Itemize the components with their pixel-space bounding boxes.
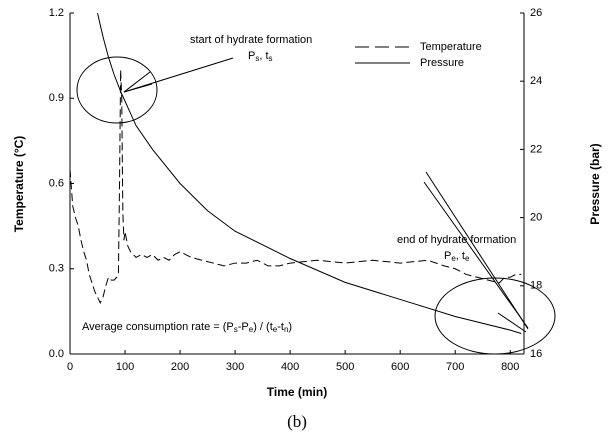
x-tick-label: 600 bbox=[391, 361, 409, 373]
annotation-part: e bbox=[451, 254, 456, 263]
y-axis-title: Temperature (°C) bbox=[12, 136, 26, 233]
x-tick-label: 400 bbox=[281, 361, 299, 373]
annotation-part: e bbox=[273, 325, 278, 334]
annotation-part: ) bbox=[288, 321, 292, 333]
start-circle bbox=[76, 56, 158, 124]
y2-axis-title: Pressure (bar) bbox=[588, 143, 602, 224]
end-arrow bbox=[497, 312, 527, 333]
y-tick-label: 0.3 bbox=[49, 263, 64, 275]
annotation: start of hydrate formation bbox=[190, 34, 312, 46]
y-tick-label: 1.2 bbox=[49, 7, 64, 19]
annotation-part: P bbox=[444, 250, 451, 262]
y2-tick-label: 16 bbox=[530, 348, 542, 360]
y2-tick-label: 20 bbox=[530, 212, 542, 224]
series-line bbox=[70, 69, 522, 304]
x-tick-label: 100 bbox=[116, 361, 134, 373]
legend-label: Pressure bbox=[420, 57, 464, 69]
start-arrow bbox=[123, 83, 153, 93]
y2-tick-label: 22 bbox=[530, 143, 542, 155]
annotation-part: -P bbox=[238, 321, 249, 333]
start-arrow bbox=[123, 71, 151, 93]
y2-tick-label: 18 bbox=[530, 280, 542, 292]
end-arrow bbox=[423, 181, 529, 329]
y-tick-label: 0.6 bbox=[49, 177, 64, 189]
x-tick-label: 500 bbox=[336, 361, 354, 373]
annotation-part: e bbox=[249, 325, 254, 334]
y2-tick-label: 26 bbox=[530, 7, 542, 19]
x-tick-label: 0 bbox=[67, 361, 73, 373]
annotation-part: P bbox=[248, 50, 255, 62]
x-tick-label: 700 bbox=[446, 361, 464, 373]
annotation-part: ) / (t bbox=[253, 321, 273, 333]
y2-tick-label: 24 bbox=[530, 75, 542, 87]
annotation-part: , t bbox=[456, 250, 465, 262]
caption: (b) bbox=[287, 412, 307, 431]
x-tick-label: 800 bbox=[501, 361, 519, 373]
annotation-part: -t bbox=[277, 321, 284, 333]
series-line bbox=[97, 13, 522, 335]
y-tick-label: 0.0 bbox=[49, 348, 64, 360]
annotation: end of hydrate formation bbox=[397, 234, 516, 246]
annotation-part: , t bbox=[259, 50, 268, 62]
annotation-part: s bbox=[255, 54, 259, 63]
end-arrow bbox=[425, 171, 529, 330]
legend-label: Temperature bbox=[420, 41, 482, 53]
x-tick-label: 200 bbox=[171, 361, 189, 373]
annotation-part: Average consumption rate = (P bbox=[82, 321, 234, 333]
annotation-part: s bbox=[269, 54, 273, 63]
annotation-part: s bbox=[234, 325, 238, 334]
x-axis-title: Time (min) bbox=[267, 385, 327, 399]
annotation: Pe, te bbox=[444, 250, 470, 263]
y-tick-label: 0.9 bbox=[49, 92, 64, 104]
annotation: Average consumption rate = (Ps-Pe) / (te… bbox=[82, 321, 292, 334]
annotation-part: n bbox=[284, 325, 288, 334]
annotation-part: e bbox=[465, 254, 470, 263]
annotation: Ps, ts bbox=[248, 50, 273, 63]
x-tick-label: 300 bbox=[226, 361, 244, 373]
